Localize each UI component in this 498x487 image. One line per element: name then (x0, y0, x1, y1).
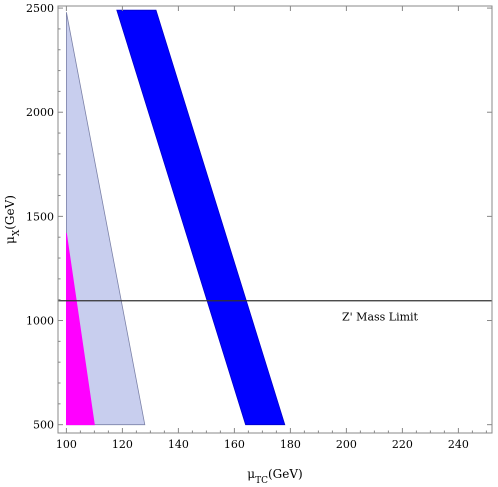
x-tick-label: 120 (112, 438, 133, 451)
annotation-layer: Z' Mass Limit (342, 311, 419, 324)
y-axis-title-unit: (GeV) (3, 195, 17, 230)
y-axis-title: μX(GeV) (3, 195, 22, 244)
y-tick-label: 500 (33, 419, 54, 432)
y-axis-ticks: 500 1000 1500 2000 2500 (26, 2, 492, 432)
x-tick-label: 160 (224, 438, 245, 451)
y-axis-title-sub: X (12, 229, 22, 236)
y-tick-label: 1500 (26, 210, 54, 223)
x-axis-title: μTC(GeV) (247, 467, 302, 486)
x-tick-label: 180 (280, 438, 301, 451)
plot-frame (57, 5, 493, 434)
x-tick-label: 200 (336, 438, 357, 451)
x-axis-ticks: 100 120 140 160 180 200 220 240 (56, 6, 487, 451)
region-1 (66, 12, 146, 426)
x-tick-label: 140 (168, 438, 189, 451)
region-layer (66, 9, 286, 426)
annotation-label: Z' Mass Limit (342, 311, 419, 324)
y-axis-title-base: μ (3, 236, 17, 244)
region-3 (116, 9, 286, 426)
y-tick-label: 1000 (26, 315, 54, 328)
y-tick-label: 2500 (26, 2, 54, 15)
region-2 (66, 232, 95, 426)
x-axis-title-unit: (GeV) (268, 467, 303, 481)
x-axis-title-base: μ (247, 467, 255, 481)
x-axis-title-sub: TC (255, 476, 268, 486)
x-tick-label: 240 (448, 438, 469, 451)
x-tick-label: 100 (56, 438, 77, 451)
y-tick-label: 2000 (26, 106, 54, 119)
x-tick-label: 220 (392, 438, 413, 451)
